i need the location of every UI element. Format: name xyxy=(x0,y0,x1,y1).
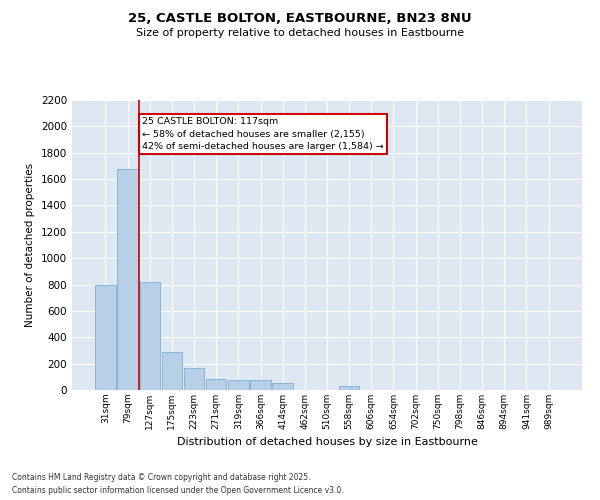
Bar xyxy=(250,380,271,390)
Bar xyxy=(95,284,116,390)
Bar xyxy=(118,168,138,390)
Bar xyxy=(161,352,182,390)
Text: Size of property relative to detached houses in Eastbourne: Size of property relative to detached ho… xyxy=(136,28,464,38)
Bar xyxy=(228,380,248,390)
X-axis label: Distribution of detached houses by size in Eastbourne: Distribution of detached houses by size … xyxy=(176,438,478,448)
Bar xyxy=(184,368,204,390)
Bar xyxy=(140,282,160,390)
Text: Contains HM Land Registry data © Crown copyright and database right 2025.: Contains HM Land Registry data © Crown c… xyxy=(12,474,311,482)
Y-axis label: Number of detached properties: Number of detached properties xyxy=(25,163,35,327)
Text: 25 CASTLE BOLTON: 117sqm
← 58% of detached houses are smaller (2,155)
42% of sem: 25 CASTLE BOLTON: 117sqm ← 58% of detach… xyxy=(142,117,383,151)
Bar xyxy=(206,380,226,390)
Text: Contains public sector information licensed under the Open Government Licence v3: Contains public sector information licen… xyxy=(12,486,344,495)
Bar xyxy=(339,386,359,390)
Text: 25, CASTLE BOLTON, EASTBOURNE, BN23 8NU: 25, CASTLE BOLTON, EASTBOURNE, BN23 8NU xyxy=(128,12,472,26)
Bar xyxy=(272,383,293,390)
